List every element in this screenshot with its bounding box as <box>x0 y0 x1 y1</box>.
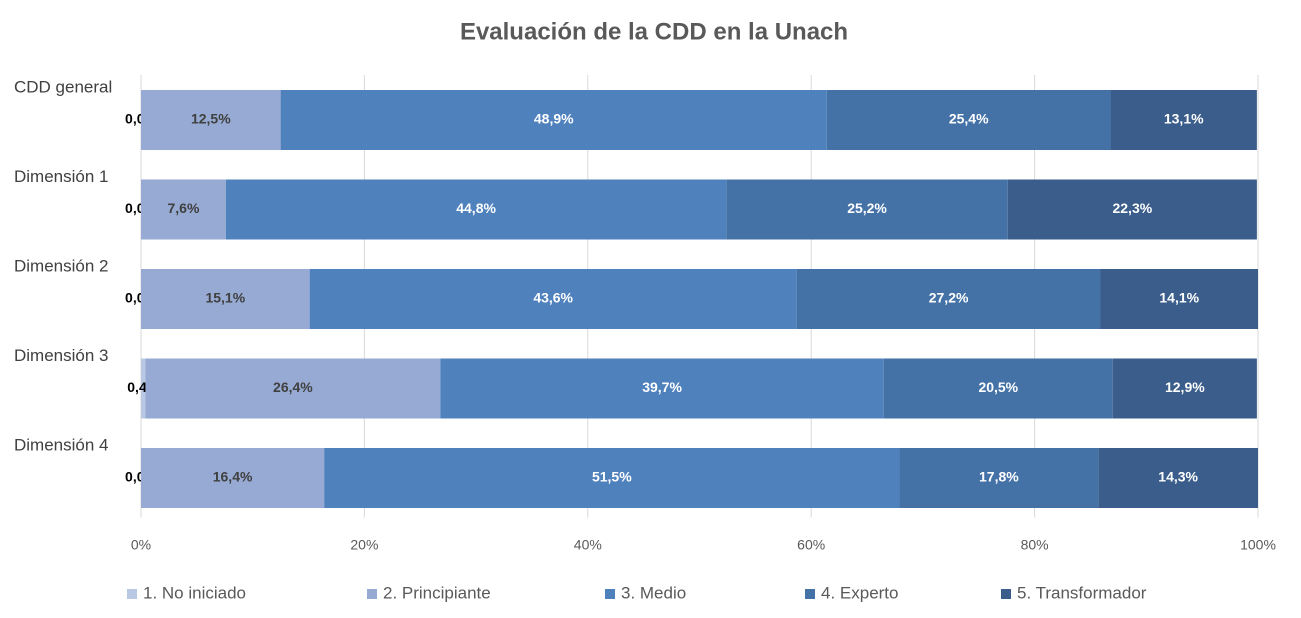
legend-swatch <box>605 589 615 599</box>
bar-segment <box>225 179 727 240</box>
data-label: 43,6% <box>533 290 573 306</box>
x-tick-label: 60% <box>797 537 825 553</box>
data-label: 12,5% <box>191 111 231 127</box>
data-label: 27,2% <box>929 290 969 306</box>
chart-title: Evaluación de la CDD en la Unach <box>460 18 848 45</box>
data-label: 26,4% <box>273 379 313 395</box>
bar-segment <box>1100 269 1258 329</box>
data-label: 7,6% <box>167 200 199 216</box>
data-label: 17,8% <box>979 469 1019 485</box>
data-label: 48,9% <box>534 111 574 127</box>
category-label: Dimensión 2 <box>14 256 109 275</box>
x-tick-label: 20% <box>350 537 378 553</box>
bar-segment <box>145 358 441 419</box>
bar-segment <box>141 269 310 329</box>
category-label: Dimensión 3 <box>14 346 109 365</box>
bar-segment <box>1007 179 1257 240</box>
legend-label: 2. Principiante <box>383 583 491 602</box>
legend-label: 5. Transformador <box>1017 583 1147 602</box>
bar-segment <box>280 90 827 150</box>
bar-segment <box>796 269 1101 329</box>
bar-segment <box>141 358 146 419</box>
data-label: 39,7% <box>642 379 682 395</box>
bar-segment <box>883 358 1113 419</box>
data-label: 13,1% <box>1164 111 1204 127</box>
category-label: Dimensión 4 <box>14 435 109 454</box>
bar-segment <box>899 448 1099 508</box>
legend-swatch <box>367 589 377 599</box>
category-label: Dimensión 1 <box>14 167 109 186</box>
bar-segment <box>1098 448 1258 508</box>
bar-segment <box>141 90 281 150</box>
bar-segment <box>309 269 797 329</box>
legend-swatch <box>127 589 137 599</box>
data-label: 16,4% <box>213 469 253 485</box>
data-label: 14,1% <box>1159 290 1199 306</box>
bar-segment <box>1112 358 1257 419</box>
bar-segment <box>141 179 226 240</box>
data-label: 22,3% <box>1112 200 1152 216</box>
data-label: 15,1% <box>205 290 245 306</box>
data-label: 25,2% <box>847 200 887 216</box>
bar-segment <box>440 358 884 419</box>
x-tick-label: 100% <box>1240 537 1276 553</box>
data-label: 12,9% <box>1165 379 1205 395</box>
legend-swatch <box>805 589 815 599</box>
bar-segment <box>826 90 1111 150</box>
x-tick-label: 0% <box>131 537 151 553</box>
data-label: 20,5% <box>978 379 1018 395</box>
category-label: CDD general <box>14 77 112 96</box>
data-label: 14,3% <box>1158 469 1198 485</box>
data-label: 51,5% <box>592 469 632 485</box>
bar-segment <box>141 448 325 508</box>
bar-segment <box>1110 90 1257 150</box>
legend-swatch <box>1001 589 1011 599</box>
x-tick-label: 80% <box>1021 537 1049 553</box>
bar-segment <box>726 179 1008 240</box>
legend-label: 1. No iniciado <box>143 583 246 602</box>
x-tick-label: 40% <box>574 537 602 553</box>
legend-label: 4. Experto <box>821 583 899 602</box>
data-label: 44,8% <box>456 200 496 216</box>
legend-label: 3. Medio <box>621 583 686 602</box>
data-label: 25,4% <box>949 111 989 127</box>
bar-segment <box>324 448 900 508</box>
